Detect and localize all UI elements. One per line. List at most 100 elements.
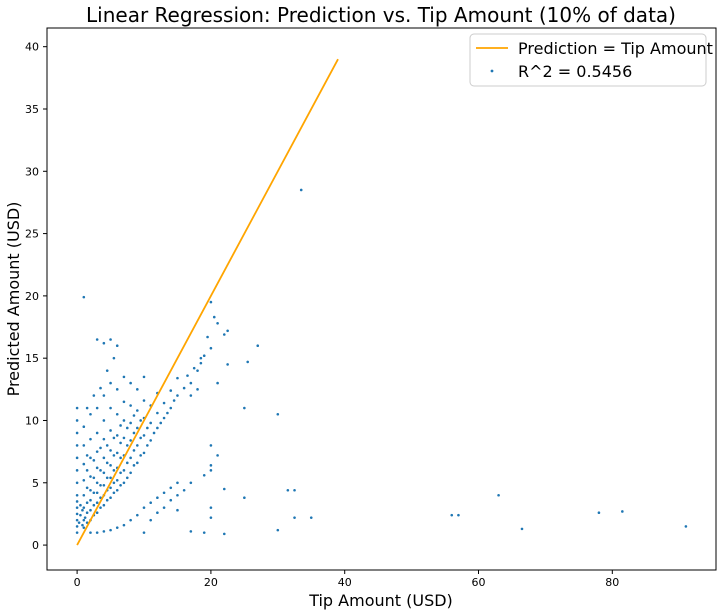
scatter-point [83, 516, 87, 519]
scatter-point [132, 449, 136, 452]
scatter-point [136, 388, 139, 391]
scatter-point [202, 354, 206, 357]
data-layer [75, 58, 688, 546]
x-tick-label: 80 [605, 576, 619, 589]
scatter-point [189, 530, 193, 533]
scatter-point [112, 491, 116, 495]
y-tick-label: 30 [25, 165, 39, 178]
scatter-point [105, 444, 109, 447]
scatter-point [149, 501, 152, 505]
scatter-point [89, 456, 92, 460]
scatter-point [216, 381, 219, 385]
scatter-point [142, 375, 146, 379]
scatter-point [226, 363, 229, 366]
scatter-point [102, 530, 106, 533]
scatter-point [129, 456, 132, 460]
scatter-point [209, 346, 213, 350]
x-tick-label: 60 [472, 576, 486, 589]
scatter-point [99, 469, 102, 472]
scatter-point [139, 454, 142, 457]
scatter-point [209, 464, 213, 467]
scatter-point [142, 451, 146, 455]
x-axis-label: Tip Amount (USD) [308, 591, 453, 610]
y-tick-label: 35 [25, 103, 39, 116]
scatter-point [92, 394, 96, 397]
scatter-point [82, 526, 86, 529]
scatter-point [115, 434, 119, 437]
scatter-point [109, 449, 112, 452]
scatter-point [276, 528, 280, 532]
scatter-point [95, 406, 99, 410]
scatter-point [206, 335, 209, 339]
scatter-point [136, 444, 139, 447]
scatter-point [112, 436, 116, 440]
scatter-point [119, 441, 122, 445]
scatter-point [136, 461, 139, 465]
scatter-point [176, 481, 179, 485]
scatter-point [457, 513, 460, 517]
y-tick-label: 5 [32, 477, 39, 490]
scatter-point [450, 513, 454, 517]
scatter-point [186, 374, 189, 377]
scatter-point [85, 406, 89, 410]
scatter-point [99, 386, 102, 390]
scatter-point [115, 344, 119, 348]
scatter-point [109, 486, 112, 490]
scatter-point [156, 426, 159, 430]
scatter-point [119, 483, 122, 487]
scatter-point [115, 478, 119, 482]
scatter-point [82, 478, 86, 482]
scatter-point [115, 526, 119, 529]
scatter-point [299, 188, 303, 192]
scatter-point [129, 421, 132, 425]
scatter-point [109, 406, 112, 410]
scatter-point [75, 456, 79, 460]
scatter-point [286, 488, 290, 492]
scatter-point [109, 528, 112, 532]
scatter-point [75, 493, 79, 497]
scatter-point [95, 501, 99, 505]
scatter-point [129, 439, 132, 442]
y-tick-label: 0 [32, 539, 39, 552]
scatter-point [82, 518, 86, 522]
scatter-point [75, 419, 79, 422]
scatter-point [129, 381, 132, 385]
scatter-point [81, 508, 84, 512]
scatter-point [142, 399, 146, 402]
plot-area [46, 27, 717, 571]
scatter-point [112, 454, 116, 457]
scatter-point [209, 444, 213, 447]
chart-title: Linear Regression: Prediction vs. Tip Am… [86, 3, 676, 27]
scatter-point [169, 389, 173, 392]
scatter-point [79, 503, 82, 507]
scatter-point [77, 521, 81, 524]
scatter-point [99, 483, 102, 487]
scatter-point [132, 431, 136, 435]
y-axis: 0 5 10 15 20 25 30 35 40 [25, 41, 47, 552]
scatter-point [89, 531, 92, 534]
scatter-point [95, 338, 99, 341]
scatter-point [75, 512, 79, 516]
scatter-point [136, 426, 139, 430]
scatter-point [102, 419, 106, 422]
scatter-point [95, 491, 99, 495]
scatter-point [122, 375, 126, 379]
scatter-point [85, 511, 89, 514]
scatter-point [189, 394, 193, 397]
scatter-point [81, 523, 84, 527]
x-axis: 0 20 40 60 80 [74, 570, 619, 589]
scatter-point [115, 388, 119, 391]
scatter-point [520, 527, 524, 531]
scatter-point [176, 376, 179, 380]
scatter-point [75, 431, 79, 435]
scatter-point [162, 416, 166, 420]
scatter-point [125, 444, 129, 447]
scatter-point [169, 498, 173, 502]
scatter-point [102, 437, 106, 441]
scatter-point [89, 412, 92, 416]
scatter-point [102, 471, 106, 475]
scatter-point [82, 462, 86, 466]
scatter-point [189, 381, 193, 385]
scatter-point [109, 496, 112, 500]
scatter-point [246, 360, 249, 364]
